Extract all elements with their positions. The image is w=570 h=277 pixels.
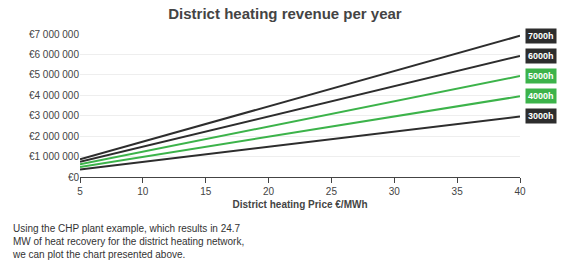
svg-text:5000h: 5000h [528,71,554,81]
svg-text:Using the CHP plant example, w: Using the CHP plant example, which resul… [12,223,244,260]
svg-text:30: 30 [389,186,401,197]
svg-text:District heating Price €/MWh: District heating Price €/MWh [232,199,367,210]
svg-text:15: 15 [200,186,212,197]
svg-text:20: 20 [263,186,275,197]
svg-text:5: 5 [77,186,83,197]
svg-text:€5 000 000: €5 000 000 [29,69,79,80]
svg-text:€2 000 000: €2 000 000 [29,131,79,142]
svg-text:€3 000 000: €3 000 000 [29,110,79,121]
svg-text:€6 000 000: €6 000 000 [29,49,79,60]
svg-text:€1 000 000: €1 000 000 [29,151,79,162]
svg-text:40: 40 [514,186,526,197]
svg-text:6000h: 6000h [528,51,554,61]
svg-text:€7 000 000: €7 000 000 [29,29,79,40]
svg-text:35: 35 [452,186,464,197]
svg-text:District heating revenue per y: District heating revenue per year [168,5,402,22]
svg-text:10: 10 [137,186,149,197]
svg-text:25: 25 [326,186,338,197]
svg-text:€0: €0 [68,172,80,183]
svg-text:7000h: 7000h [528,31,554,41]
svg-text:€4 000 000: €4 000 000 [29,90,79,101]
svg-text:3000h: 3000h [528,111,554,121]
svg-text:4000h: 4000h [528,91,554,101]
